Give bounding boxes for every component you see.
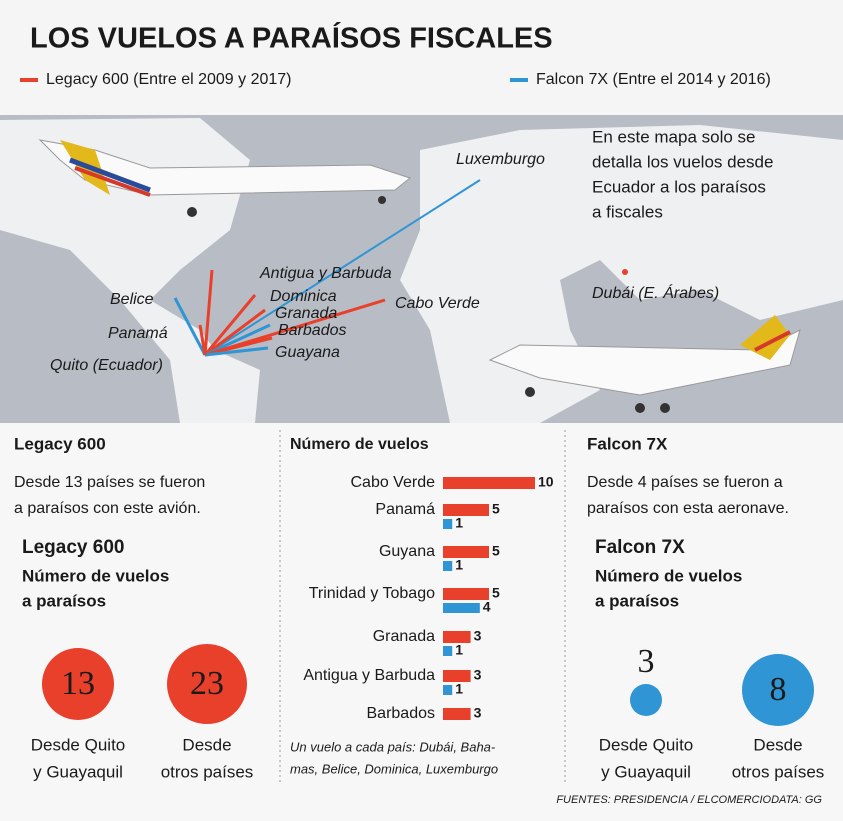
value-label: 5 (492, 501, 500, 517)
map-label: Antigua y Barbuda (259, 265, 392, 282)
bar (443, 561, 453, 571)
category-label: Barbados (367, 705, 436, 722)
panel-subtitle: Falcon 7X (595, 537, 685, 558)
map-label: Barbados (278, 322, 347, 339)
value-label: 3 (474, 705, 482, 721)
map-label: Granada (275, 305, 337, 322)
map-note: detalla los vuelos desde (592, 152, 773, 171)
stat-value: 8 (770, 671, 787, 708)
chart-note: mas, Belice, Dominica, Luxemburgo (290, 761, 498, 776)
stat-value: 3 (638, 643, 655, 680)
falcon-plane (488, 315, 801, 413)
panel-text: a paraísos con este avión. (14, 500, 201, 517)
lower-panel (0, 423, 843, 821)
flight-lines (173, 179, 628, 357)
bar (443, 588, 489, 600)
legend-label: Falcon 7X (Entre el 2014 y 2016) (536, 71, 771, 88)
bar (443, 646, 453, 656)
panel-text: paraísos con esta aeronave. (587, 500, 789, 517)
title: LOS VUELOS A PARAÍSOS FISCALES (30, 21, 553, 55)
bar (443, 477, 535, 489)
stat-value: 13 (61, 665, 95, 702)
chart-title: Número de vuelos (290, 436, 429, 453)
value-label: 1 (455, 642, 463, 658)
map-note: En este mapa solo se (592, 127, 755, 146)
category-label: Antigua y Barbuda (303, 667, 435, 684)
map-label: Dominica (270, 288, 337, 305)
bar (443, 631, 471, 643)
map-label: Dubái (E. Árabes) (592, 283, 719, 302)
stat-circle (742, 654, 814, 726)
panel-caption: a paraísos (595, 591, 679, 610)
value-label: 3 (474, 628, 482, 644)
value-label: 1 (455, 515, 463, 531)
panel-title: Legacy 600 (14, 434, 106, 453)
panel-caption: Número de vuelos (595, 566, 742, 585)
stat-label: Desde Quito (599, 735, 694, 754)
category-label: Cabo Verde (350, 474, 435, 491)
panel-text: Desde 13 países se fueron (14, 474, 205, 491)
stat-circle (42, 648, 114, 720)
stat-label: y Guayaquil (33, 762, 123, 781)
map-label: Belice (110, 291, 154, 308)
map-label: Cabo Verde (395, 295, 480, 312)
stat-label: Desde Quito (31, 735, 126, 754)
bar (443, 546, 489, 558)
value-label: 3 (474, 667, 482, 683)
bar (443, 504, 489, 516)
chart-note: Un vuelo a cada país: Dubái, Baha- (290, 739, 496, 754)
stat-value: 23 (190, 665, 224, 702)
category-label: Guyana (379, 543, 435, 560)
category-label: Granada (373, 628, 435, 645)
map-label: Luxemburgo (456, 151, 545, 168)
value-label: 1 (455, 681, 463, 697)
map-note: Ecuador a los paraísos (592, 177, 766, 196)
panel-text: Desde 4 países se fueron a (587, 474, 783, 491)
map-note: a fiscales (592, 202, 663, 221)
panel-caption: Número de vuelos (22, 566, 169, 585)
stat-label: otros países (732, 762, 825, 781)
panel-subtitle: Legacy 600 (22, 537, 124, 558)
panel-title: Falcon 7X (587, 434, 668, 453)
map-label: Panamá (108, 325, 168, 342)
value-label: 1 (455, 557, 463, 573)
bar (443, 708, 471, 720)
stat-label: Desde (182, 735, 231, 754)
eurasia-africa (400, 125, 843, 423)
stat-label: otros países (161, 762, 254, 781)
bar (443, 603, 480, 613)
category-label: Panamá (375, 501, 435, 518)
legend-label: Legacy 600 (Entre el 2009 y 2017) (46, 71, 292, 88)
stat-circle (167, 644, 247, 724)
bar (443, 670, 471, 682)
map-label: Quito (Ecuador) (50, 357, 163, 374)
stat-label: Desde (753, 735, 802, 754)
map-label: Guayana (275, 344, 340, 361)
stat-label: y Guayaquil (601, 762, 691, 781)
category-label: Trinidad y Tobago (309, 585, 435, 602)
bar (443, 685, 453, 695)
bar (443, 519, 453, 529)
stat-circle (630, 684, 662, 716)
value-label: 5 (492, 585, 500, 601)
panel-caption: a paraísos (22, 591, 106, 610)
value-label: 4 (483, 599, 491, 615)
legacy-plane (38, 139, 412, 217)
value-label: 10 (538, 474, 554, 490)
footer: FUENTES: PRESIDENCIA / ELCOMERCIODATA: G… (556, 794, 822, 806)
value-label: 5 (492, 543, 500, 559)
